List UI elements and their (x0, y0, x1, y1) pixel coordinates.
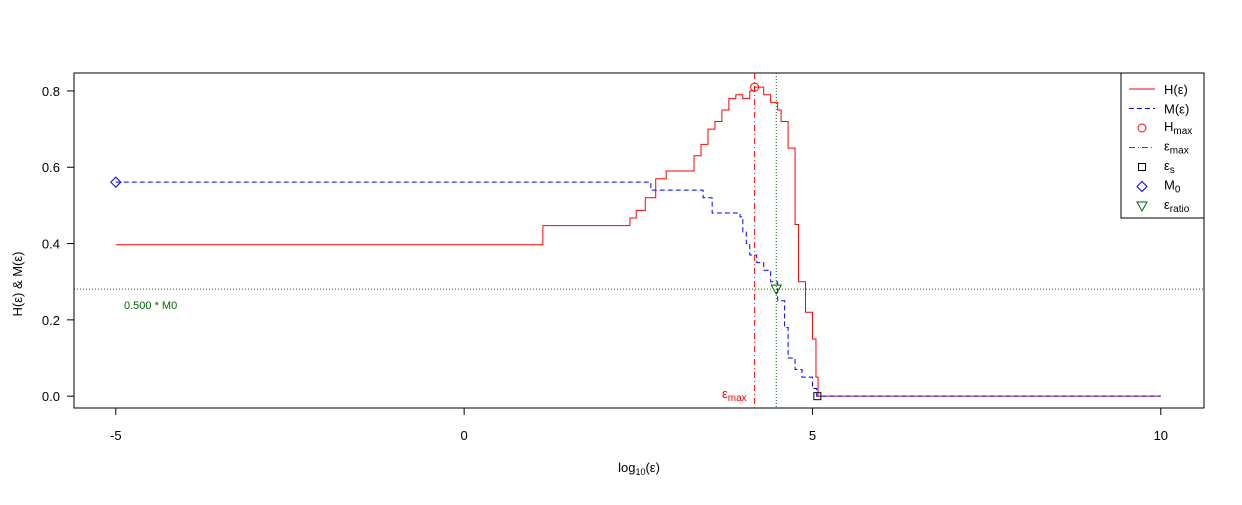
legend-label: M0 (1164, 178, 1181, 196)
legend-label: Hmax (1164, 119, 1192, 137)
legend-label-base: M (1164, 178, 1175, 193)
legend-marker (1136, 180, 1148, 193)
series-line (115, 86, 1161, 397)
eps-max-label-base: ε (722, 386, 728, 401)
legend-label: H(ε) (1164, 82, 1188, 97)
series-line (115, 181, 1161, 397)
legend-label-base: H (1164, 119, 1173, 134)
legend-label-sub: max (1173, 126, 1192, 137)
marker (770, 284, 783, 296)
legend-marker (1136, 201, 1148, 213)
legend-label: M(ε) (1164, 102, 1189, 117)
legend-label-base: ε (1164, 139, 1170, 154)
x-tick-label: 0 (461, 428, 468, 443)
x-tick-label: -5 (110, 428, 122, 443)
x-label-base: log (618, 460, 635, 475)
legend-label-base: ε (1164, 197, 1170, 212)
x-tick-label: 5 (809, 428, 816, 443)
legend-box (1120, 72, 1205, 219)
y-tick-label: 0.2 (42, 313, 60, 328)
legend-label-sub: s (1170, 165, 1175, 176)
legend-marker (1138, 163, 1146, 171)
x-label-tail: (ε) (645, 460, 659, 475)
threshold-label: 0.500 * M0 (124, 300, 177, 312)
marker (813, 392, 822, 401)
y-tick-label: 0.8 (42, 84, 60, 99)
legend-label-base: ε (1164, 158, 1170, 173)
legend-marker (1137, 123, 1147, 133)
y-tick-label: 0.4 (42, 237, 60, 252)
eps-max-label-sub: max (728, 393, 747, 404)
x-label-sub: 10 (635, 467, 645, 477)
marker (110, 176, 122, 188)
plot-frame (73, 72, 1205, 409)
legend-label: εs (1164, 158, 1175, 176)
legend-label-sub: 0 (1175, 185, 1181, 196)
eps-max-label: εmax (722, 386, 747, 404)
x-tick-label: 10 (1154, 428, 1168, 443)
legend-label: εratio (1164, 197, 1190, 215)
legend-label: εmax (1164, 139, 1189, 157)
y-tick-label: 0.0 (42, 389, 60, 404)
y-axis-label: H(ε) & M(ε) (10, 251, 25, 316)
y-tick-label: 0.6 (42, 160, 60, 175)
legend-label-sub: ratio (1170, 204, 1190, 215)
marker (750, 82, 760, 92)
legend-label-sub: max (1170, 146, 1189, 157)
x-axis-label: log10(ε) (618, 460, 660, 477)
